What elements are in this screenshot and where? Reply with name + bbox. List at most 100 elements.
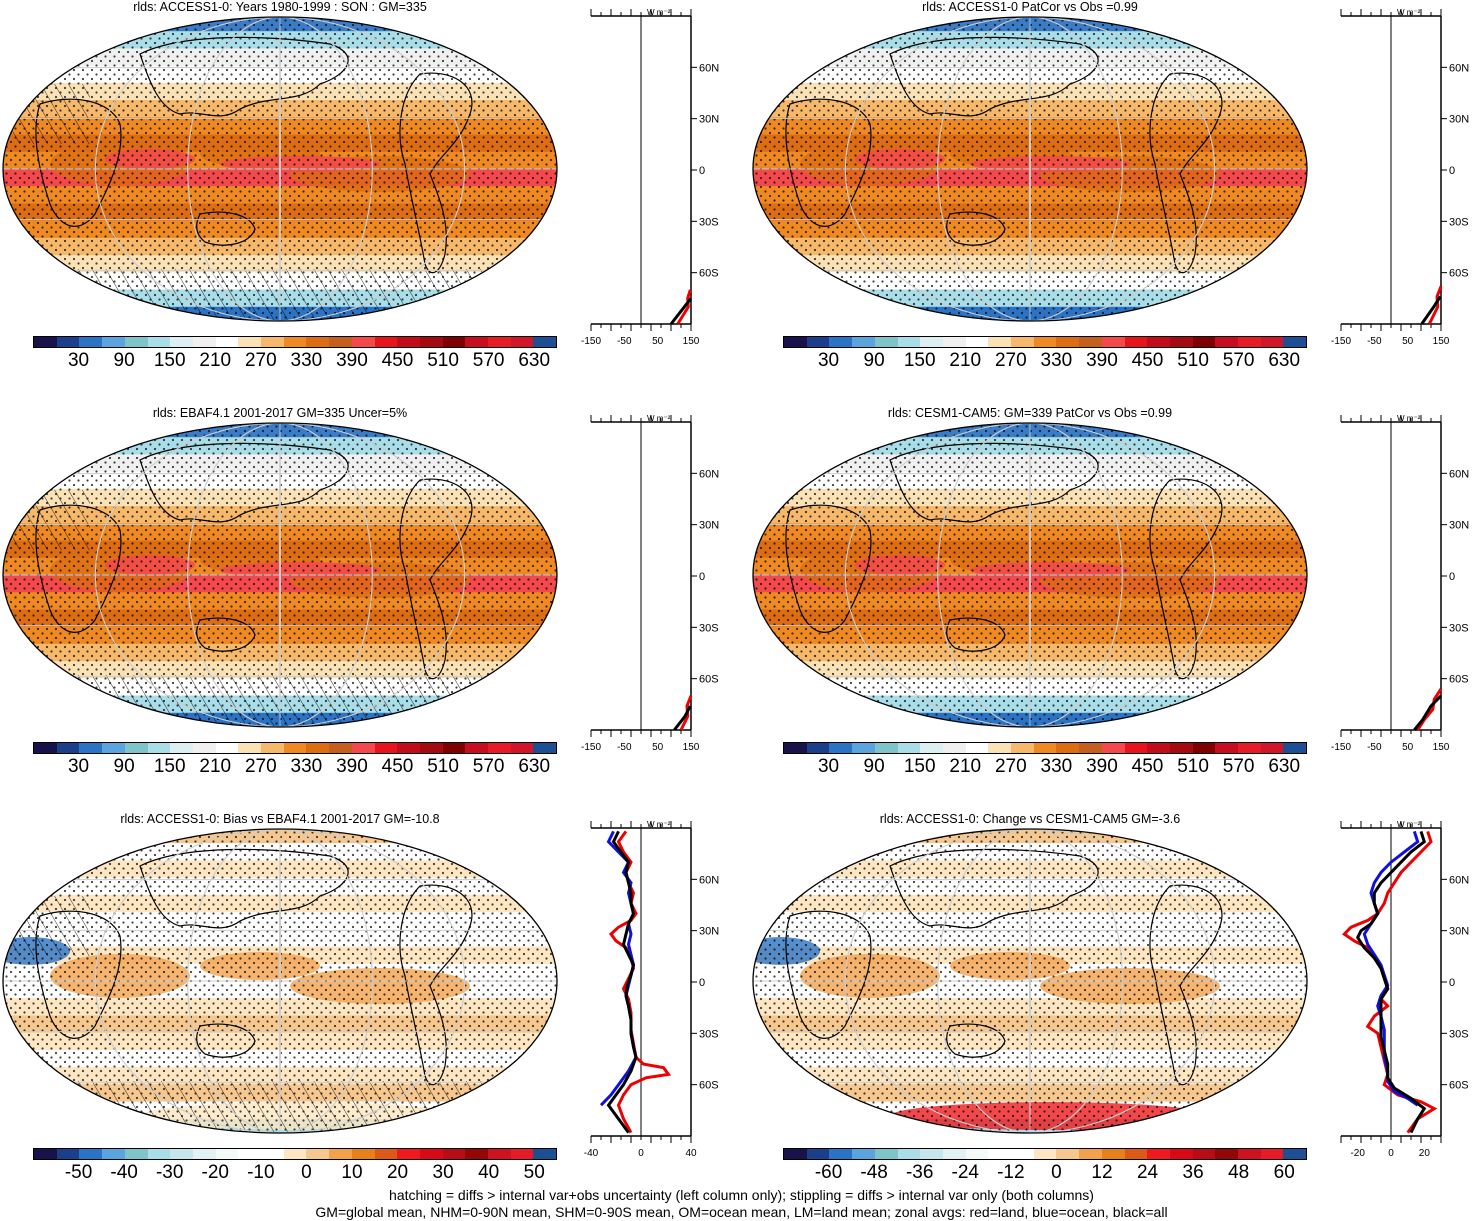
colorbar-swatch bbox=[192, 337, 216, 347]
lat-label: 60S bbox=[1449, 674, 1469, 686]
colorbar-swatch bbox=[1124, 1149, 1148, 1159]
profile-unit: W m⁻² bbox=[1397, 820, 1421, 829]
colorbar-swatch bbox=[1101, 1149, 1125, 1159]
lat-label: 0 bbox=[1449, 571, 1455, 583]
colorbar-label: 12 bbox=[1091, 1162, 1113, 1183]
graticule-meridian bbox=[1029, 423, 1031, 727]
lat-label: 60N bbox=[699, 468, 719, 480]
colorbar-swatch bbox=[34, 743, 57, 753]
colorbar bbox=[33, 742, 557, 754]
colorbar-label: -40 bbox=[110, 1162, 138, 1183]
graticule-meridian bbox=[844, 423, 1216, 727]
colorbar-labels: 30 90 150 210 270 330 390 450 510 570 630 bbox=[783, 756, 1307, 782]
colorbar-label: 390 bbox=[1086, 350, 1118, 371]
footer-note-means: GM=global mean, NHM=0-90N mean, SHM=0-90… bbox=[315, 1204, 1168, 1220]
colorbar bbox=[783, 336, 1307, 348]
profile-x-label: 0 bbox=[1388, 1148, 1394, 1159]
colorbar-swatch bbox=[852, 743, 875, 753]
lat-label: 30N bbox=[1449, 520, 1469, 532]
profile-x-label: 150 bbox=[683, 336, 700, 347]
graticule-meridian bbox=[844, 829, 1216, 1133]
colorbar-swatch bbox=[533, 337, 557, 347]
colorbar-label: 36 bbox=[1182, 1162, 1204, 1183]
lat-label: 60N bbox=[1449, 874, 1469, 886]
colorbar-swatch bbox=[124, 1149, 148, 1159]
zonal-line-black bbox=[606, 830, 638, 1134]
graticule-meridian bbox=[94, 17, 466, 321]
colorbar-label: 60 bbox=[1273, 1162, 1295, 1183]
profile-x-label: -150 bbox=[581, 336, 601, 347]
lat-label: 0 bbox=[699, 977, 705, 989]
colorbar-swatch bbox=[397, 743, 420, 753]
colorbar-label: 390 bbox=[336, 350, 368, 371]
profile-x-label: 40 bbox=[685, 1148, 697, 1159]
lat-label: 60N bbox=[699, 62, 719, 74]
colorbar-labels: 30 90 150 210 270 330 390 450 510 570 630 bbox=[33, 756, 557, 782]
colorbar-label: 0 bbox=[1051, 1162, 1062, 1183]
colorbar-swatch bbox=[329, 337, 352, 347]
colorbar-swatch bbox=[419, 743, 443, 753]
colorbar-swatch bbox=[1215, 1149, 1239, 1159]
colorbar-label: 510 bbox=[1177, 756, 1209, 777]
colorbar-swatch bbox=[170, 1149, 193, 1159]
colorbar-swatch bbox=[988, 743, 1012, 753]
colorbar-label: 0 bbox=[301, 1162, 312, 1183]
colorbar-swatch bbox=[147, 337, 171, 347]
footer-note-hatching: hatching = diffs > internal var+obs unce… bbox=[389, 1187, 1094, 1203]
colorbar-swatch bbox=[897, 337, 921, 347]
colorbar-swatch bbox=[56, 743, 80, 753]
colorbar-label: 270 bbox=[244, 756, 277, 777]
graticule-meridian bbox=[937, 17, 1123, 321]
colorbar-label: -12 bbox=[997, 1162, 1025, 1183]
colorbar-labels: 30 90 150 210 270 330 390 450 510 570 630 bbox=[33, 350, 557, 376]
panel-title: rlds: ACCESS1-0: Change vs CESM1-CAM5 GM… bbox=[879, 812, 1181, 826]
panel-cesm-patcor: rlds: CESM1-CAM5: GM=339 PatCor vs Obs =… bbox=[750, 406, 1483, 811]
colorbar-swatch bbox=[965, 1149, 989, 1159]
colorbar-label: 30 bbox=[67, 756, 90, 777]
colorbar-label: -10 bbox=[247, 1162, 275, 1183]
colorbar-swatch bbox=[829, 337, 853, 347]
colorbar-swatch bbox=[1215, 337, 1239, 347]
world-map bbox=[0, 826, 560, 1136]
colorbar-swatch bbox=[533, 743, 557, 753]
graticule-meridian bbox=[187, 829, 373, 1133]
colorbar-label: -30 bbox=[155, 1162, 184, 1183]
lat-label: 60S bbox=[699, 674, 719, 686]
lat-label: 0 bbox=[699, 571, 705, 583]
colorbar-swatch bbox=[56, 1149, 80, 1159]
zonal-mean-profile: W m⁻² 60N 30N 0 30S 60S -150 -50 50 150 bbox=[1331, 6, 1483, 351]
profile-x-label: -50 bbox=[1367, 742, 1382, 753]
colorbar-swatch bbox=[897, 1149, 921, 1159]
colorbar-swatch bbox=[806, 337, 830, 347]
colorbar-swatch bbox=[238, 337, 262, 347]
colorbar-swatch bbox=[1056, 743, 1080, 753]
lat-label: 60N bbox=[1449, 62, 1469, 74]
colorbar-swatch bbox=[1169, 1149, 1193, 1159]
lat-label: 30S bbox=[1449, 622, 1469, 634]
colorbar-swatch bbox=[124, 337, 148, 347]
graticule-meridian bbox=[94, 829, 466, 1133]
world-map bbox=[0, 420, 560, 730]
colorbar-swatch bbox=[283, 337, 307, 347]
profile-x-label: -150 bbox=[1331, 336, 1351, 347]
lat-label: 0 bbox=[1449, 977, 1455, 989]
profile-x-label: 50 bbox=[652, 742, 664, 753]
profile-x-label: 0 bbox=[638, 1148, 644, 1159]
colorbar-label: 50 bbox=[523, 1162, 545, 1183]
colorbar-swatch bbox=[1283, 1149, 1307, 1159]
lat-label: 30N bbox=[1449, 114, 1469, 126]
zonal-mean-profile: W m⁻² 60N 30N 0 30S 60S -150 -50 50 150 bbox=[1331, 412, 1483, 757]
colorbar-swatch bbox=[329, 743, 352, 753]
colorbar-swatch bbox=[874, 1149, 898, 1159]
colorbar-swatch bbox=[510, 1149, 534, 1159]
colorbar-swatch bbox=[1283, 337, 1307, 347]
colorbar-swatch bbox=[397, 1149, 420, 1159]
colorbar-label: 30 bbox=[432, 1162, 454, 1183]
graticule-meridian bbox=[1029, 17, 1031, 321]
colorbar-swatch bbox=[806, 1149, 830, 1159]
lat-label: 30N bbox=[1449, 926, 1469, 938]
zonal-line-blue bbox=[599, 830, 638, 1107]
zonal-mean-profile: W m⁻² 60N 30N 0 30S 60S -150 -50 50 150 bbox=[581, 412, 735, 757]
panel-title: rlds: EBAF4.1 2001-2017 GM=335 Uncer=5% bbox=[152, 406, 408, 420]
colorbar-swatch bbox=[351, 1149, 375, 1159]
